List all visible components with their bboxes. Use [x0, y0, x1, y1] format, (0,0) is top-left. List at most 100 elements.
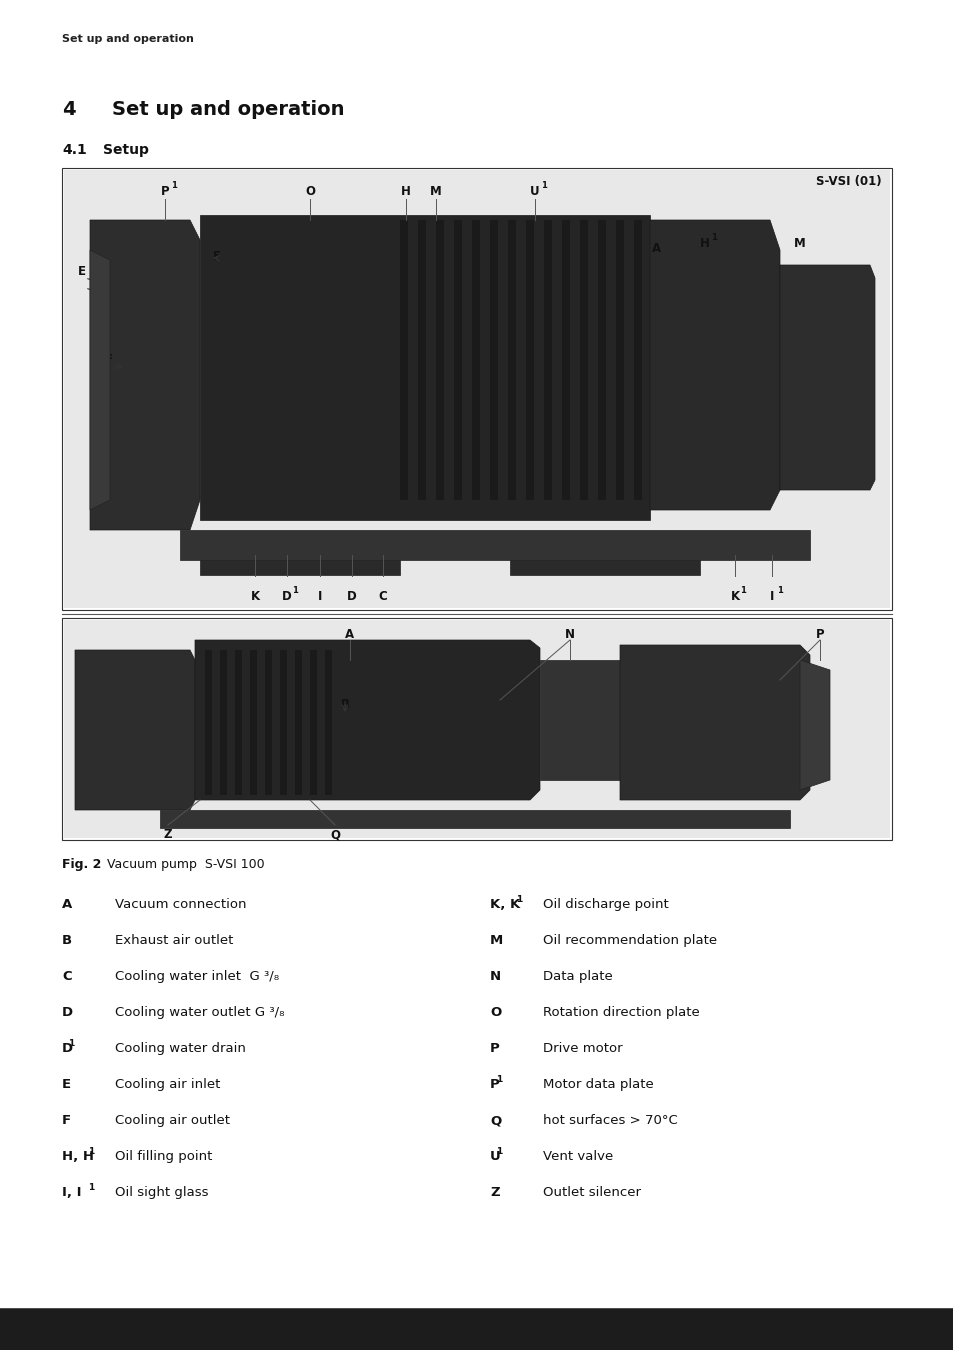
Text: P: P [490, 1079, 499, 1091]
Text: Cooling air inlet: Cooling air inlet [115, 1079, 220, 1091]
Bar [0, 1308, 953, 1350]
Polygon shape [800, 660, 829, 790]
Polygon shape [510, 560, 700, 575]
Text: F: F [62, 1114, 71, 1127]
Polygon shape [539, 660, 619, 780]
Text: I, I: I, I [62, 1187, 81, 1199]
Polygon shape [194, 640, 539, 801]
Text: Oil filling point: Oil filling point [115, 1150, 213, 1162]
Text: 1: 1 [88, 1148, 94, 1156]
Text: 4.1: 4.1 [62, 143, 87, 157]
Text: C: C [62, 971, 71, 983]
Text: Set up and operation: Set up and operation [112, 100, 344, 119]
Text: 1: 1 [540, 181, 546, 190]
Polygon shape [75, 649, 194, 810]
Text: K, K: K, K [490, 898, 519, 911]
Polygon shape [780, 265, 874, 490]
Text: Outlet silencer: Outlet silencer [542, 1187, 640, 1199]
Text: E: E [62, 1079, 71, 1091]
Bar [62, 618, 891, 840]
Bar [436, 220, 443, 500]
Text: 1: 1 [171, 181, 176, 190]
Text: D: D [62, 1042, 73, 1054]
Text: B: B [62, 934, 72, 946]
Text: 1: 1 [88, 1183, 94, 1192]
Bar [325, 649, 332, 795]
Text: O: O [305, 185, 314, 198]
Text: M: M [793, 238, 805, 250]
Bar [64, 170, 889, 608]
Bar [294, 649, 302, 795]
Text: F: F [213, 250, 221, 263]
Text: A: A [62, 898, 72, 911]
Text: 1: 1 [516, 895, 521, 905]
Text: N: N [564, 628, 575, 641]
Text: Cooling air outlet: Cooling air outlet [115, 1114, 230, 1127]
Polygon shape [200, 560, 399, 575]
Text: K: K [730, 590, 739, 603]
Text: D: D [347, 590, 356, 603]
Text: B: B [340, 698, 349, 711]
Text: A: A [652, 242, 660, 255]
Text: S-VSI (01): S-VSI (01) [816, 176, 882, 188]
Text: I: I [769, 590, 774, 603]
Text: Z: Z [164, 828, 172, 841]
Bar [579, 220, 587, 500]
Text: H: H [400, 185, 411, 198]
Polygon shape [90, 220, 200, 531]
Bar [234, 649, 242, 795]
Text: Motor data plate: Motor data plate [542, 1079, 653, 1091]
Bar [280, 649, 287, 795]
Text: P: P [815, 628, 823, 641]
Bar [561, 220, 569, 500]
Text: P: P [490, 1042, 499, 1054]
Text: O: O [490, 1006, 500, 1019]
Polygon shape [200, 215, 649, 520]
Bar [490, 220, 497, 500]
Bar [472, 220, 479, 500]
Text: A: A [345, 628, 355, 641]
Text: I: I [317, 590, 322, 603]
Text: |: | [82, 1323, 86, 1335]
Text: Cooling water drain: Cooling water drain [115, 1042, 246, 1054]
Bar [525, 220, 534, 500]
Text: hot surfaces > 70°C: hot surfaces > 70°C [542, 1114, 677, 1127]
Bar [64, 620, 889, 838]
Text: U: U [490, 1150, 500, 1162]
Polygon shape [160, 810, 789, 828]
Text: Cooling water outlet G ³/₈: Cooling water outlet G ³/₈ [115, 1006, 284, 1019]
Text: Cooling water inlet  G ³/₈: Cooling water inlet G ³/₈ [115, 971, 279, 983]
Text: Drive motor: Drive motor [542, 1042, 622, 1054]
Text: 1: 1 [292, 586, 297, 595]
Bar [250, 649, 256, 795]
Polygon shape [649, 220, 780, 510]
Text: M: M [490, 934, 503, 946]
Bar [265, 649, 272, 795]
Text: 1: 1 [740, 586, 745, 595]
Text: 1: 1 [710, 234, 716, 242]
Text: Oil sight glass: Oil sight glass [115, 1187, 209, 1199]
Text: 1: 1 [496, 1148, 502, 1156]
Text: Oil discharge point: Oil discharge point [542, 898, 668, 911]
Text: Q: Q [330, 828, 339, 841]
Bar [310, 649, 316, 795]
Text: K: K [251, 590, 259, 603]
Bar [543, 220, 552, 500]
Text: Vent valve: Vent valve [542, 1150, 613, 1162]
Text: 4: 4 [62, 100, 75, 119]
Text: F: F [105, 352, 112, 366]
Text: 1: 1 [69, 1040, 74, 1048]
Text: P: P [160, 185, 169, 198]
Bar [616, 220, 623, 500]
Bar [399, 220, 408, 500]
Text: Z: Z [490, 1187, 499, 1199]
Text: Set up and operation: Set up and operation [62, 34, 193, 45]
Text: Vacuum pump  S-VSI 100: Vacuum pump S-VSI 100 [95, 859, 264, 871]
Text: 1: 1 [496, 1075, 502, 1084]
Text: H, H: H, H [62, 1150, 94, 1162]
Text: Setup: Setup [103, 143, 149, 157]
Text: D: D [282, 590, 292, 603]
Text: Fig. 2: Fig. 2 [62, 859, 101, 871]
Text: Exhaust air outlet: Exhaust air outlet [115, 934, 233, 946]
Bar [62, 167, 891, 610]
